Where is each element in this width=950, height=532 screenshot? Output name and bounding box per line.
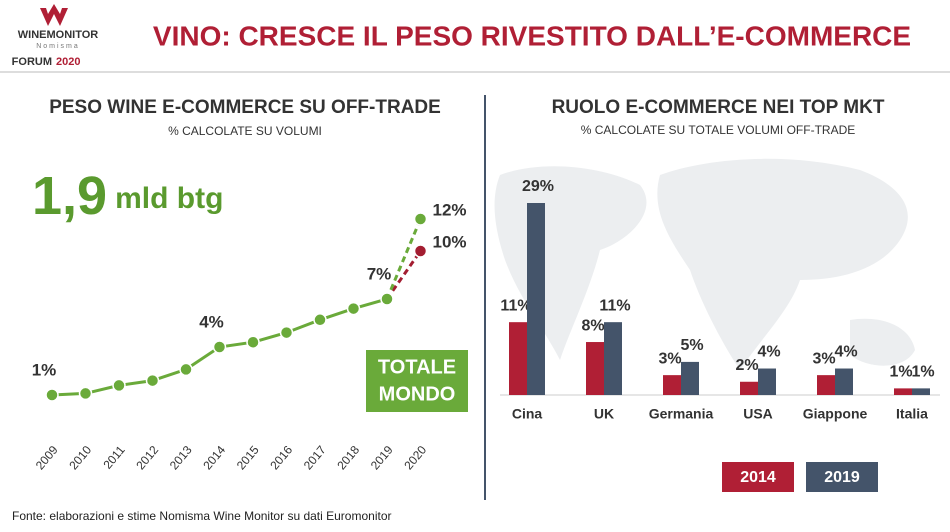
legend-label: 2014 — [740, 469, 776, 486]
point — [346, 301, 361, 316]
point — [246, 335, 260, 349]
x-tick-label: USA — [743, 406, 773, 422]
x-tick-label: 2017 — [301, 443, 329, 473]
point — [313, 313, 327, 327]
point — [380, 292, 394, 306]
badge-box — [366, 350, 468, 412]
x-tick-label: Cina — [512, 406, 543, 422]
chart-title: PESO WINE E-COMMERCE SU OFF-TRADE — [49, 97, 441, 118]
x-tick-label: 2015 — [234, 443, 262, 473]
logo-brand: WINEMONITOR — [18, 29, 99, 41]
value-label: 8% — [581, 317, 604, 334]
point — [112, 378, 126, 393]
x-tick-label: 2013 — [167, 443, 195, 473]
highlight: 1,9 mld btg — [32, 166, 223, 226]
logo-sub: Nomisma — [36, 43, 80, 50]
x-tick-label: UK — [594, 406, 614, 422]
legend-label: 2019 — [824, 469, 860, 486]
x-tick-label: 2016 — [267, 443, 295, 473]
bar — [586, 342, 604, 395]
bar — [527, 203, 545, 395]
bar — [740, 381, 758, 395]
bar — [758, 368, 776, 395]
bar — [663, 375, 681, 395]
badge-text: TOTALE — [378, 356, 456, 378]
point — [179, 362, 193, 377]
value-label: 3% — [658, 350, 681, 367]
slide-title: VINO: CRESCE IL PESO RIVESTITO DALL’E-CO… — [153, 20, 911, 51]
chart-subtitle: % CALCOLATE SU VOLUMI — [168, 124, 322, 138]
bar — [509, 322, 527, 395]
chart-title: RUOLO E-COMMERCE NEI TOP MKT — [552, 97, 885, 118]
bar — [894, 388, 912, 395]
bar — [817, 375, 835, 395]
x-tick-label: 2020 — [401, 443, 429, 473]
point — [413, 212, 428, 226]
x-tick-label: Italia — [896, 406, 928, 422]
x-tick-label: Giappone — [803, 406, 868, 422]
value-label: 4% — [834, 344, 857, 361]
logo-mark — [40, 4, 68, 26]
bar — [681, 361, 699, 395]
value-label: 1% — [32, 360, 57, 379]
value-label: 1% — [889, 364, 912, 381]
value-label: 11% — [599, 297, 630, 314]
value-label: 7% — [367, 264, 392, 283]
point — [279, 325, 294, 340]
point — [212, 340, 227, 354]
highlight-unit: mld btg — [115, 182, 223, 215]
value-label: 29% — [522, 178, 554, 195]
point — [78, 386, 93, 401]
x-tick-label: Germania — [649, 406, 714, 422]
value-label: 10% — [433, 232, 467, 251]
legend-swatch — [722, 462, 794, 492]
x-tick-label: 2010 — [66, 443, 94, 473]
value-label: 12% — [433, 200, 467, 219]
x-tick-label: 2009 — [33, 443, 61, 473]
highlight-value: 1,9 — [32, 166, 107, 226]
x-tick-label: 2011 — [100, 443, 128, 472]
chart-subtitle: % CALCOLATE SU TOTALE VOLUMI OFF-TRADE — [581, 123, 856, 137]
badge-text: MONDO — [379, 383, 456, 405]
logo: WINEMONITOR Nomisma FORUM 2020 — [12, 4, 99, 68]
x-tick-label: 2018 — [334, 443, 362, 473]
value-label: 5% — [680, 337, 703, 354]
forecast-line — [385, 218, 422, 300]
value-label: 4% — [757, 344, 780, 361]
world-map — [494, 158, 915, 370]
value-label: 11% — [500, 297, 531, 314]
forum-year: 2020 — [56, 56, 80, 68]
bar — [835, 368, 853, 395]
point — [413, 244, 428, 258]
legend-swatch — [806, 462, 878, 492]
forum-label: FORUM — [12, 56, 52, 68]
value-label: 2% — [735, 357, 758, 374]
bar — [912, 388, 930, 395]
value-label: 3% — [812, 350, 835, 367]
x-tick-label: 2014 — [200, 443, 228, 473]
bar — [604, 322, 622, 395]
source-note: Fonte: elaborazioni e stime Nomisma Wine… — [12, 509, 392, 523]
x-tick-label: 2012 — [133, 443, 161, 473]
x-tick-label: 2019 — [368, 443, 396, 473]
value-label: 1% — [911, 364, 934, 381]
point — [145, 373, 160, 388]
point — [45, 388, 59, 402]
value-label: 4% — [199, 312, 224, 331]
